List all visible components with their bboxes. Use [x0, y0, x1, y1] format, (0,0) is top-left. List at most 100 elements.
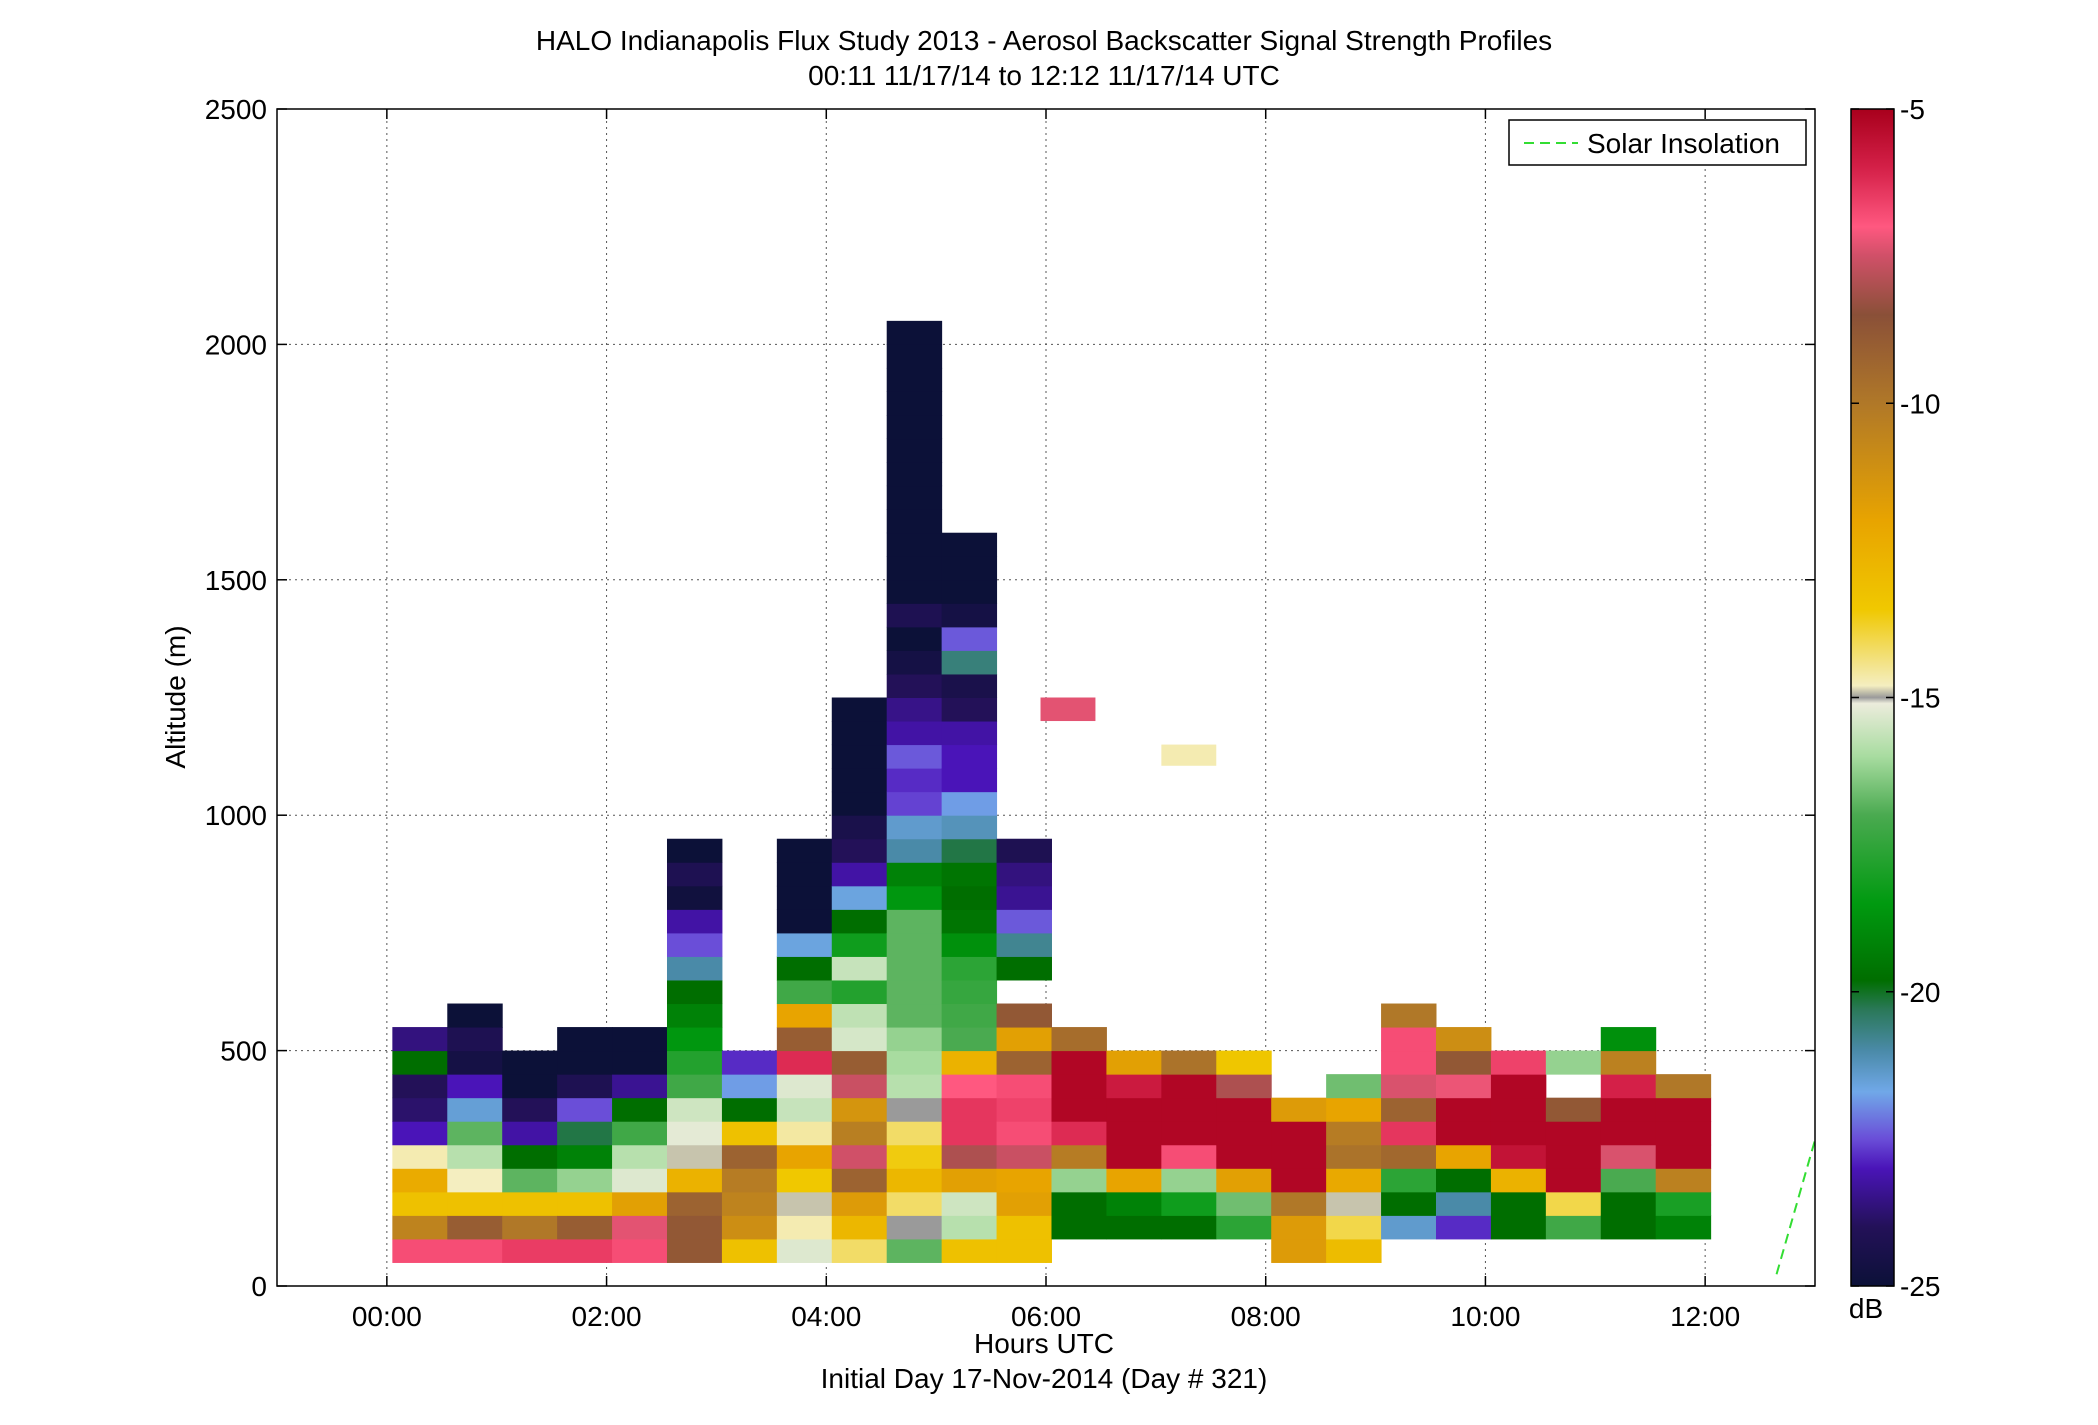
x-axis-label: Hours UTC: [974, 1328, 1114, 1359]
backscatter-cell: [996, 1191, 1052, 1216]
backscatter-cell: [886, 391, 943, 416]
backscatter-cell: [941, 1238, 998, 1263]
backscatter-cell: [1106, 1050, 1162, 1075]
backscatter-cell: [831, 1121, 888, 1146]
backscatter-cell: [1326, 1121, 1382, 1146]
backscatter-cell: [886, 932, 943, 957]
backscatter-cell: [721, 1097, 778, 1122]
backscatter-cell: [831, 1144, 888, 1169]
backscatter-cell: [721, 1074, 778, 1099]
backscatter-cell: [1435, 1027, 1492, 1052]
backscatter-cell: [941, 556, 998, 581]
backscatter-cell: [1381, 1050, 1437, 1075]
chart-subtitle: 00:11 11/17/14 to 12:12 11/17/14 UTC: [808, 60, 1280, 91]
backscatter-cell: [447, 1074, 503, 1099]
backscatter-cell: [666, 1097, 723, 1122]
backscatter-cell: [941, 909, 998, 934]
backscatter-cell: [392, 1215, 448, 1240]
backscatter-cell: [557, 1050, 613, 1075]
backscatter-cell: [666, 1238, 723, 1263]
backscatter-cell: [1600, 1097, 1657, 1122]
backscatter-cell: [1326, 1074, 1382, 1099]
y-tick-label: 1500: [205, 565, 267, 596]
backscatter-cell: [502, 1121, 558, 1146]
backscatter-cell: [1600, 1144, 1657, 1169]
backscatter-cell: [996, 838, 1052, 863]
backscatter-cell: [886, 1191, 943, 1216]
backscatter-cell: [941, 862, 998, 887]
backscatter-cell: [776, 1191, 833, 1216]
backscatter-cell: [666, 979, 723, 1005]
backscatter-cell: [1545, 1121, 1602, 1146]
backscatter-cell: [886, 1003, 943, 1028]
backscatter-cell: [612, 1027, 668, 1052]
backscatter-cell: [721, 1238, 778, 1263]
backscatter-cell: [831, 744, 888, 769]
backscatter-cell: [941, 579, 998, 604]
backscatter-cell: [502, 1191, 558, 1216]
backscatter-cell: [996, 909, 1052, 934]
backscatter-cell: [831, 1215, 888, 1240]
backscatter-cell: [941, 1144, 998, 1169]
backscatter-cell: [1490, 1191, 1547, 1216]
backscatter-cell: [612, 1121, 668, 1146]
backscatter-cell: [447, 1144, 503, 1169]
backscatter-cell: [447, 1121, 503, 1146]
backscatter-cell: [612, 1215, 668, 1240]
backscatter-cell: [666, 1191, 723, 1216]
backscatter-cell: [502, 1144, 558, 1169]
backscatter-cell: [447, 1027, 503, 1052]
backscatter-cell: [941, 979, 998, 1005]
backscatter-cell: [996, 932, 1052, 957]
backscatter-cell: [1435, 1097, 1492, 1122]
backscatter-cell: [1381, 1121, 1437, 1146]
backscatter-cell: [392, 1191, 448, 1216]
backscatter-cell: [612, 1238, 668, 1263]
backscatter-cell: [612, 1074, 668, 1099]
backscatter-cell: [941, 1215, 998, 1240]
backscatter-cell: [557, 1144, 613, 1169]
backscatter-cell: [776, 838, 833, 863]
backscatter-cell: [831, 791, 888, 816]
legend: Solar Insolation: [1508, 119, 1807, 166]
backscatter-cell: [941, 1168, 998, 1193]
backscatter-cell: [831, 1074, 888, 1099]
backscatter-cell: [1161, 1215, 1217, 1240]
backscatter-cell: [941, 532, 998, 557]
backscatter-cell: [996, 1238, 1052, 1263]
backscatter-cell: [996, 1168, 1052, 1193]
backscatter-cell: [1600, 1121, 1657, 1146]
backscatter-cell: [557, 1238, 613, 1263]
backscatter-cell: [996, 1074, 1052, 1099]
backscatter-cell: [721, 1050, 778, 1075]
backscatter-cell: [721, 1168, 778, 1193]
backscatter-cell: [392, 1027, 448, 1052]
backscatter-cell: [996, 862, 1052, 887]
backscatter-cell: [831, 1050, 888, 1075]
x-tick-label: 02:00: [572, 1301, 642, 1332]
backscatter-cell: [392, 1238, 448, 1263]
backscatter-cell: [392, 1074, 448, 1099]
backscatter-cell: [1435, 1121, 1492, 1146]
backscatter-cell: [831, 909, 888, 934]
backscatter-cell: [666, 932, 723, 957]
backscatter-cell: [886, 556, 943, 581]
backscatter-cell: [996, 1097, 1052, 1122]
backscatter-cell: [941, 838, 998, 863]
backscatter-cell: [1326, 1215, 1382, 1240]
backscatter-cell: [612, 1050, 668, 1075]
backscatter-cell: [996, 885, 1052, 910]
backscatter-cell: [1490, 1074, 1547, 1099]
backscatter-cell: [666, 862, 723, 887]
backscatter-cell: [1271, 1121, 1327, 1146]
backscatter-cell: [447, 1097, 503, 1122]
backscatter-cell: [886, 367, 943, 392]
backscatter-cell: [447, 1003, 503, 1028]
backscatter-cell: [886, 768, 943, 793]
backscatter-cell: [941, 626, 998, 651]
backscatter-cell: [1161, 1144, 1217, 1169]
backscatter-cell: [886, 885, 943, 910]
backscatter-cell: [557, 1097, 613, 1122]
backscatter-cell: [776, 956, 833, 981]
backscatter-cell: [996, 1003, 1052, 1028]
